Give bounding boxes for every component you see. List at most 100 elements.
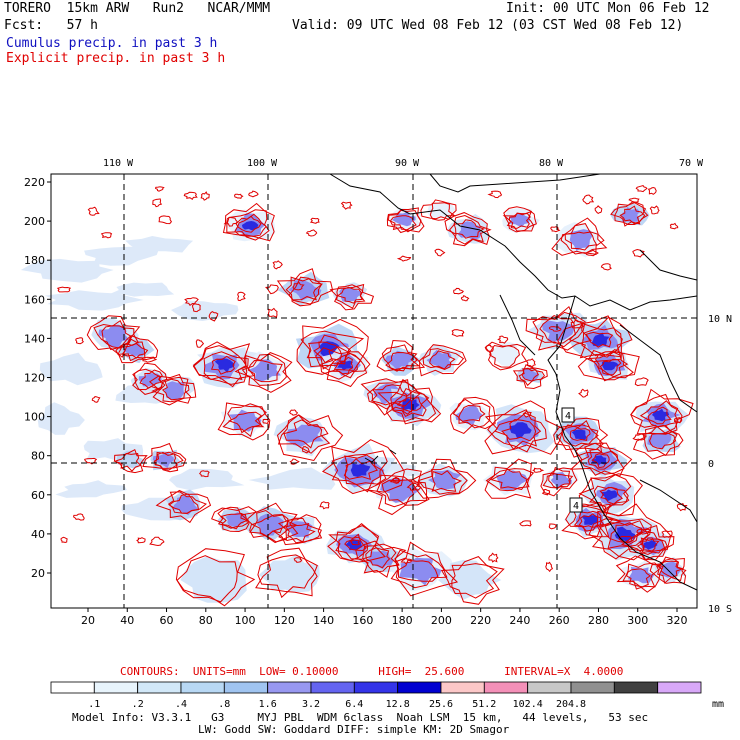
explicit-contour <box>484 458 532 499</box>
contour-label: 4 <box>565 411 571 422</box>
explicit-contour <box>489 344 520 368</box>
cumulus-shade <box>426 349 452 369</box>
explicit-contour <box>93 319 139 351</box>
explicit-contour <box>192 341 251 385</box>
cumulus-band <box>125 236 194 253</box>
explicit-contour <box>285 276 323 307</box>
explicit-contour <box>158 215 173 225</box>
legend-swatch <box>657 681 702 694</box>
explicit-contour <box>508 212 531 229</box>
explicit-contour <box>161 378 190 401</box>
cumulus-shade <box>455 404 483 425</box>
explicit-contour <box>540 467 578 497</box>
cumulus-band <box>171 300 239 321</box>
explicit-contour <box>642 424 684 456</box>
y-tick-label: 140 <box>24 332 45 345</box>
coastline <box>639 249 698 281</box>
explicit-contour <box>647 186 657 195</box>
cumulus-shade <box>427 201 456 218</box>
cumulus-band <box>248 467 342 490</box>
explicit-contour <box>250 513 289 537</box>
explicit-contour <box>257 554 318 599</box>
explicit-contour <box>365 547 391 569</box>
explicit-contour <box>444 212 490 247</box>
cumulus-shade <box>489 342 521 367</box>
explicit-contour <box>568 316 633 359</box>
explicit-contour <box>340 201 353 210</box>
y-tick-label: 220 <box>24 176 45 189</box>
cumulus-shade <box>571 429 587 440</box>
explicit-contour <box>115 334 159 364</box>
explicit-contour <box>367 379 412 410</box>
explicit-contour <box>306 334 352 370</box>
explicit-contour <box>599 486 624 505</box>
latlon-grid <box>51 174 697 608</box>
color-legend: .1 .2 .4 .8 1.6 3.2 6.4 12.8 25.6 51.2 102.4 204.8 m… <box>50 681 724 710</box>
explicit-contour <box>390 389 430 418</box>
cumulus-shade <box>286 424 324 447</box>
legend-value: 12.8 <box>386 699 410 710</box>
explicit-contour <box>564 231 598 251</box>
coastline <box>639 479 698 523</box>
x-tick-label: 160 <box>352 614 373 627</box>
explicit-contour <box>561 503 623 540</box>
explicit-contour <box>449 214 492 245</box>
explicit-contour <box>176 555 238 603</box>
explicit-contour <box>452 398 491 429</box>
y-tick-label: 100 <box>24 411 45 424</box>
explicit-contour <box>532 467 545 473</box>
cumulus-shade <box>621 207 640 223</box>
explicit-contour <box>595 351 629 378</box>
explicit-contour <box>578 474 632 514</box>
cumulus-shade <box>380 477 420 503</box>
contour-label-box <box>569 497 583 513</box>
explicit-contour <box>619 205 646 225</box>
cumulus-shade <box>248 359 281 382</box>
legend-value: .4 <box>175 699 187 710</box>
latitude-label: 10 S <box>708 604 732 615</box>
explicit-contour <box>494 412 542 450</box>
explicit-contour <box>220 513 249 530</box>
explicit-contour <box>155 489 212 524</box>
explicit-contour <box>632 433 646 441</box>
explicit-contour <box>113 453 142 472</box>
y-tick-label: 20 <box>31 567 45 580</box>
cumulus-band <box>20 258 114 283</box>
explicit-contour <box>389 215 417 231</box>
longitude-label: 110 W <box>103 158 134 169</box>
explicit-contour <box>429 350 456 371</box>
explicit-contour <box>183 191 198 201</box>
explicit-contour <box>519 520 532 527</box>
explicit-contour <box>560 223 605 255</box>
explicit-contour <box>539 315 576 344</box>
explicit-contour <box>336 286 363 304</box>
explicit-contour <box>490 468 528 490</box>
coastline <box>329 173 698 311</box>
explicit-contour <box>381 344 421 372</box>
explicit-contour <box>565 502 614 537</box>
legend-swatch <box>310 681 355 694</box>
precipitation-map: 4 4 220 200 180 160 140 120 100 80 60 40 20 20 40 60 80 1… <box>20 158 732 627</box>
explicit-contour <box>223 216 238 227</box>
explicit-contour <box>431 470 463 492</box>
explicit-contour <box>396 397 423 415</box>
explicit-contour <box>569 442 633 477</box>
latitude-label: 0 <box>708 459 714 470</box>
explicit-contour <box>458 404 486 422</box>
cumulus-shade <box>214 358 235 373</box>
explicit-contour <box>488 552 499 563</box>
legend-swatch <box>440 681 485 694</box>
cumulus-band <box>110 282 175 297</box>
explicit-contour <box>548 523 557 530</box>
explicit-contour <box>434 248 446 257</box>
explicit-contour <box>503 206 537 233</box>
explicit-contour <box>350 539 361 546</box>
explicit-contour <box>87 206 100 216</box>
explicit-contour <box>460 295 470 302</box>
legend-swatch <box>137 681 182 694</box>
explicit-contour <box>451 329 465 337</box>
explicit-contour <box>649 205 660 215</box>
x-tick-label: 280 <box>588 614 609 627</box>
explicit-contour <box>208 310 219 322</box>
explicit-contour-layer <box>56 185 694 607</box>
